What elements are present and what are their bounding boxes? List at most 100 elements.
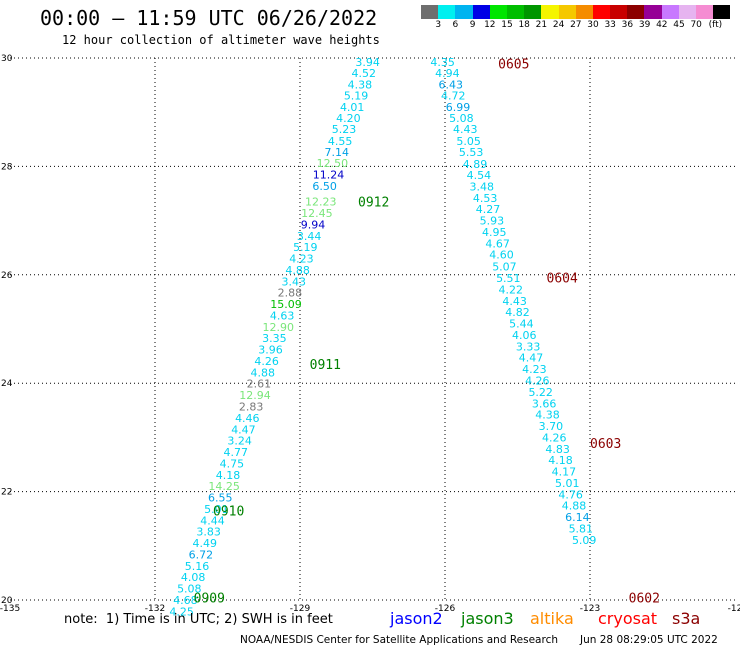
swh-value-label: 5.22 [528, 386, 553, 399]
swh-value-label: 4.60 [489, 249, 514, 262]
scale-label: (ft) [708, 20, 723, 30]
swh-value-label: 15.09 [270, 298, 302, 311]
color-scale-bar [421, 5, 731, 19]
swh-value-label: 5.19 [293, 241, 318, 254]
timestamp-text: Jun 28 08:29:05 UTC 2022 [580, 634, 718, 646]
swh-value-label: 11.24 [313, 169, 345, 182]
swh-value-label: 4.44 [200, 514, 225, 527]
mission-altika: altika [530, 609, 574, 628]
swh-value-label: 4.17 [552, 466, 577, 479]
scale-swatch [421, 5, 439, 19]
pass-number-label: 0603 [590, 437, 621, 452]
scale-label: 3 [435, 20, 442, 30]
swh-value-label: 5.93 [480, 215, 505, 228]
y-tick-label: 22 [1, 488, 12, 498]
y-tick-label: 26 [1, 271, 13, 281]
swh-value-label: 5.81 [569, 522, 594, 535]
y-tick-label: 24 [1, 379, 13, 389]
scale-swatch [455, 5, 473, 19]
swh-value-label: 4.88 [251, 366, 276, 379]
x-tick-label: -123 [580, 604, 600, 614]
swh-value-label: 3.83 [196, 526, 221, 539]
swh-value-label: 5.08 [449, 112, 474, 125]
swh-value-label: 4.18 [548, 454, 573, 467]
scale-label: 24 [552, 20, 565, 30]
swh-value-label: 6.43 [439, 79, 464, 92]
scale-label: 27 [570, 20, 582, 30]
swh-value-label: 4.23 [289, 253, 314, 266]
swh-value-label: 4.08 [181, 571, 206, 584]
pass-number-label: 0602 [629, 591, 660, 606]
swh-value-label: 5.53 [459, 146, 484, 159]
swh-value-label: 4.83 [545, 443, 570, 456]
swh-value-label: 4.82 [505, 306, 530, 319]
mission-cryosat: cryosat [598, 609, 658, 628]
swh-value-label: 5.01 [555, 477, 580, 490]
scale-swatch [524, 5, 542, 19]
scale-swatch [592, 5, 611, 19]
scale-swatch [438, 5, 456, 19]
map-grid [10, 57, 735, 601]
scale-swatch [627, 5, 645, 19]
x-tick-label: -126 [435, 604, 456, 614]
swh-value-label: 4.77 [223, 446, 248, 459]
scale-swatch [678, 5, 696, 19]
swh-value-label: 9.94 [301, 218, 326, 231]
swh-value-label: 4.26 [525, 374, 550, 387]
swh-value-label: 4.72 [441, 89, 466, 102]
scale-swatch [713, 5, 731, 19]
swh-value-label: 12.94 [239, 389, 271, 402]
swh-value-label: 2.61 [247, 378, 272, 391]
swh-value-label: 5.08 [177, 583, 202, 596]
pass-number-label: 0605 [498, 57, 529, 72]
swh-value-label: 5.05 [456, 135, 481, 148]
footer-note: note: 1) Time is in UTC; 2) SWH is in fe… [64, 612, 333, 627]
swh-value-label: 4.52 [352, 67, 377, 80]
swh-value-label: 3.96 [258, 344, 283, 357]
swh-value-label: 3.48 [469, 180, 494, 193]
scale-label: 12 [484, 20, 496, 30]
scale-swatch [661, 5, 679, 19]
axis-ticks: -135 -132 -129 -126 -123 -12 30 28 26 24 22 20 [0, 54, 740, 614]
swh-value-label: 4.25 [169, 605, 194, 618]
pass-number-label: 0912 [358, 196, 389, 211]
swh-value-label: 4.47 [519, 352, 544, 365]
swh-value-label: 3.94 [355, 56, 380, 69]
swh-value-label: 4.76 [558, 488, 583, 501]
x-tick-label: -129 [290, 604, 311, 614]
scale-swatch [558, 5, 576, 19]
swh-value-label: 14.25 [208, 480, 240, 493]
scale-label: 15 [501, 20, 513, 30]
swh-value-label: 4.43 [502, 295, 527, 308]
swh-value-label: 4.43 [453, 123, 478, 136]
swh-value-label: 3.24 [227, 435, 252, 448]
swh-value-label: 4.27 [476, 203, 501, 216]
swh-value-label: 3.33 [516, 340, 541, 353]
scale-swatch [489, 5, 507, 19]
swh-value-label: 4.53 [473, 192, 498, 205]
swh-value-label: 4.63 [270, 309, 295, 322]
swh-value-label: 5.44 [509, 318, 534, 331]
swh-value-label: 5.51 [496, 272, 521, 285]
swh-value-label: 4.88 [562, 500, 587, 513]
mission-jason2: jason2 [390, 609, 443, 628]
swh-value-label: 4.26 [254, 355, 279, 368]
scale-label: 45 [673, 20, 685, 30]
pass-labels-layer: 0605 0604 0603 0602 0912 0911 0910 0909 [194, 57, 660, 606]
swh-value-label: 4.47 [231, 423, 256, 436]
swh-value-label: 4.49 [193, 537, 218, 550]
swh-value-label: 4.26 [542, 431, 567, 444]
scale-label: 21 [535, 20, 548, 30]
swh-value-label: 3.35 [262, 332, 287, 345]
swh-value-label: 3.66 [532, 397, 557, 410]
page-subtitle: 12 hour collection of altimeter wave hei… [62, 33, 380, 47]
swh-value-label: 4.68 [173, 594, 198, 607]
pass-number-label: 0909 [194, 591, 225, 606]
mission-jason3: jason3 [461, 609, 514, 628]
scale-label: 70 [690, 20, 702, 30]
swh-value-label: 2.83 [239, 401, 264, 414]
y-tick-label: 20 [1, 596, 13, 606]
swh-value-label: 4.35 [430, 56, 455, 69]
x-tick-label: -132 [145, 604, 165, 614]
scale-label: 30 [587, 20, 599, 30]
